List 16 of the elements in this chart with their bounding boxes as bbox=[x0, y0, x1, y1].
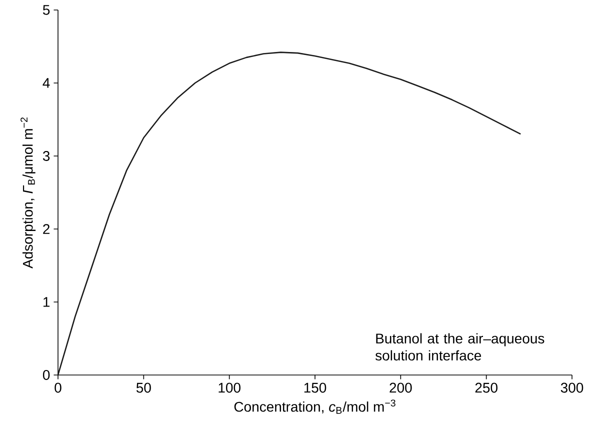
x-tick-label: 50 bbox=[136, 382, 151, 393]
y-tick-label: 2 bbox=[43, 224, 50, 234]
x-tick-label: 300 bbox=[560, 382, 584, 393]
y-tick-label: 5 bbox=[42, 5, 50, 15]
y-tick-label: 1 bbox=[43, 297, 50, 307]
x-tick-label: 100 bbox=[218, 382, 240, 393]
y-tick-label: 4 bbox=[42, 78, 50, 88]
x-tick-label: 0 bbox=[54, 382, 62, 393]
x-tick-label: 250 bbox=[475, 382, 498, 393]
y-axis-title: Adsorption, Γ$_{B}$/μmol m$^{−2}$ bbox=[20, 118, 36, 268]
x-tick-label: 200 bbox=[390, 382, 412, 393]
x-axis-title: Concentration, c$_{B}$/mol m$^{−3}$ bbox=[234, 400, 396, 414]
y-tick-label: 0 bbox=[42, 370, 50, 380]
annotation: Butanol at the air–aqueous solution interface bbox=[375, 333, 544, 361]
y-tick-label: 3 bbox=[42, 151, 50, 161]
x-tick-label: 150 bbox=[304, 382, 326, 393]
